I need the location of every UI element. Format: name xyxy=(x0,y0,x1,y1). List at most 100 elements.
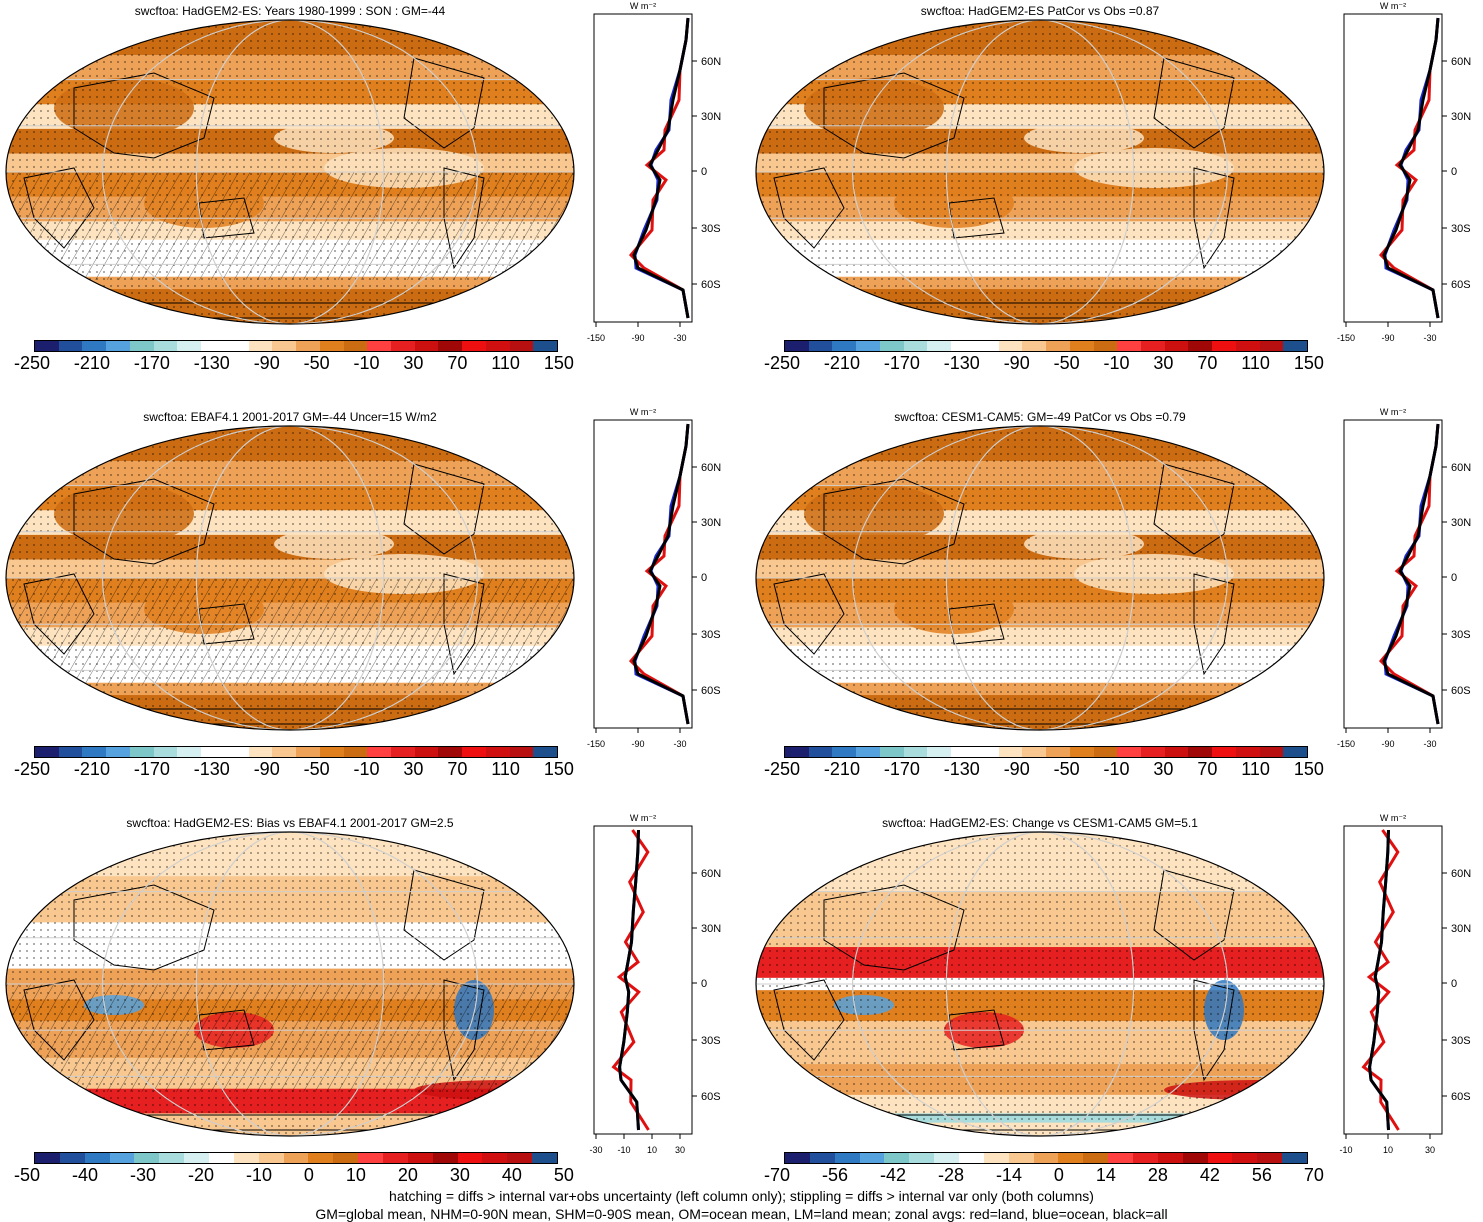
colorbar-swatch xyxy=(308,1153,334,1163)
colorbar-tick-label: 40 xyxy=(501,1165,522,1185)
colorbar-swatch xyxy=(533,341,558,351)
zonal-lat-label: 0 xyxy=(1451,166,1457,178)
panel-bias-vs-ebaf: swcftoa: HadGEM2-ES: Bias vs EBAF4.1 200… xyxy=(0,812,740,1212)
colorbar-tick-label: 70 xyxy=(447,353,468,373)
colorbar-swatch xyxy=(1259,747,1284,757)
colorbar-swatch xyxy=(201,747,225,757)
colorbar-swatch xyxy=(462,341,486,351)
colorbar-swatch xyxy=(1093,747,1118,757)
colorbar-tick-label: 0 xyxy=(1053,1165,1064,1185)
zonal-plot-canvas: W m⁻² 60N 30N 0 30S 60S -150 -90 -30 xyxy=(1337,407,1471,749)
colorbar-swatch xyxy=(951,341,975,351)
coastline xyxy=(403,463,485,555)
colorbar-swatch xyxy=(1141,747,1165,757)
colorbar-tick-label: -14 xyxy=(995,1165,1022,1185)
zonal-x-tick-label: -150 xyxy=(1337,739,1355,749)
zonal-unit-label: W m⁻² xyxy=(1380,813,1406,823)
zonal-x-tick-label: 30 xyxy=(1425,1145,1435,1155)
colorbar-tick-label: 150 xyxy=(543,759,574,779)
graticule-meridian xyxy=(195,426,385,730)
all-curve xyxy=(632,17,690,319)
colorbar-swatch xyxy=(959,1153,984,1163)
colorbar-tick-label: -10 xyxy=(1103,759,1130,779)
colorbar-swatch xyxy=(934,1153,960,1163)
colorbar-tick-label: -10 xyxy=(353,353,380,373)
colorbar-tick-label: -20 xyxy=(187,1165,214,1185)
colorbar-swatch xyxy=(319,341,344,351)
graticule-meridian xyxy=(102,426,478,730)
colorbar-swatch xyxy=(1069,747,1094,757)
map-outline xyxy=(5,425,575,731)
zonal-lat-label: 60N xyxy=(701,56,721,68)
colorbar-swatch xyxy=(1117,341,1142,351)
colorbar-swatch xyxy=(1212,747,1236,757)
zonal-plot-frame xyxy=(1343,825,1443,1135)
colorbar-swatch xyxy=(1058,1153,1084,1163)
colorbar-swatch xyxy=(177,341,202,351)
graticule-meridian xyxy=(195,20,385,324)
zonal-x-tick-label: -150 xyxy=(1337,333,1355,343)
colorbar-swatch xyxy=(462,747,486,757)
colorbar-labels: -250 -210 -170 -130 -90 -50 -10 30 70 110 150 xyxy=(14,353,574,374)
colorbar-swatch xyxy=(482,1153,508,1163)
colorbar-swatch xyxy=(507,1153,533,1163)
colorbar-tick-label: 30 xyxy=(1153,759,1174,779)
zonal-plot-canvas: W m⁻² 60N 30N 0 30S 60S -150 -90 -30 xyxy=(587,1,721,343)
colorbar-tick-label: 30 xyxy=(449,1165,470,1185)
colorbar-swatch xyxy=(1164,341,1189,351)
colorbar-tick-label: 10 xyxy=(345,1165,366,1185)
colorbar-swatch xyxy=(1232,1153,1258,1163)
colorbar-swatch xyxy=(184,1153,210,1163)
colorbar-swatch xyxy=(856,747,880,757)
coastline xyxy=(773,167,845,249)
colorbar-tick-label: -56 xyxy=(821,1165,848,1185)
zonal-average-plot: W m⁻² 60N 30N 0 30S 60S -150 -90 -30 xyxy=(1337,406,1483,751)
coastline xyxy=(23,167,95,249)
colorbar-swatch xyxy=(832,341,857,351)
zonal-lat-label: 30S xyxy=(701,629,721,641)
colorbar-tick-label: -250 xyxy=(14,353,51,373)
zonal-lat-label: 30N xyxy=(1451,923,1471,935)
colorbar-swatch xyxy=(834,1153,860,1163)
colorbar-tick-label: 30 xyxy=(403,759,424,779)
colorbar-swatch xyxy=(1235,341,1260,351)
zonal-lat-label: 0 xyxy=(701,166,707,178)
colorbar-swatch xyxy=(998,341,1023,351)
graticule-meridian xyxy=(852,20,1228,324)
coastline xyxy=(403,869,485,961)
zonal-unit-label: W m⁻² xyxy=(630,813,656,823)
colorbar-swatch xyxy=(1188,747,1213,757)
colorbar-swatch xyxy=(153,341,178,351)
colorbar xyxy=(784,746,1308,758)
colorbar-swatch xyxy=(84,1153,110,1163)
colorbar-swatch xyxy=(1022,747,1047,757)
colorbar-swatch xyxy=(438,747,463,757)
colorbar-swatch xyxy=(209,1153,234,1163)
colorbar-swatch xyxy=(1282,1153,1308,1163)
colorbar-tick-label: 110 xyxy=(1241,353,1270,373)
colorbar-tick-label: 110 xyxy=(491,353,520,373)
panel-hadgem2-climatology: swcftoa: HadGEM2-ES: Years 1980-1999 : S… xyxy=(0,0,740,400)
colorbar-swatch xyxy=(106,747,130,757)
zonal-average-plot: W m⁻² 60N 30N 0 30S 60S -150 -90 -30 xyxy=(1337,0,1483,345)
colorbar-swatch xyxy=(391,341,415,351)
colorbar-swatch xyxy=(58,747,83,757)
colorbar-swatch xyxy=(533,747,558,757)
zonal-lat-label: 60N xyxy=(1451,868,1471,880)
colorbar-tick-label: 70 xyxy=(1303,1165,1324,1185)
colorbar-swatch xyxy=(129,747,154,757)
colorbar-tick-label: -10 xyxy=(1103,353,1130,373)
colorbar-swatch xyxy=(1008,1153,1034,1163)
zonal-plot-canvas: W m⁻² 60N 30N 0 30S 60S -150 -90 -30 xyxy=(587,407,721,749)
zonal-unit-label: W m⁻² xyxy=(1380,1,1406,11)
colorbar-tick-label: -170 xyxy=(133,759,170,779)
map-canvas xyxy=(755,831,1325,1137)
graticule-meridian xyxy=(945,426,1135,730)
zonal-average-plot: W m⁻² 60N 30N 0 30S 60S -10 10 30 xyxy=(1338,812,1483,1157)
colorbar xyxy=(34,746,558,758)
zonal-lat-label: 60N xyxy=(1451,56,1471,68)
all-curve xyxy=(632,423,690,725)
zonal-lat-label: 0 xyxy=(701,978,707,990)
colorbar-swatch xyxy=(927,747,952,757)
colorbar-swatch xyxy=(106,341,130,351)
